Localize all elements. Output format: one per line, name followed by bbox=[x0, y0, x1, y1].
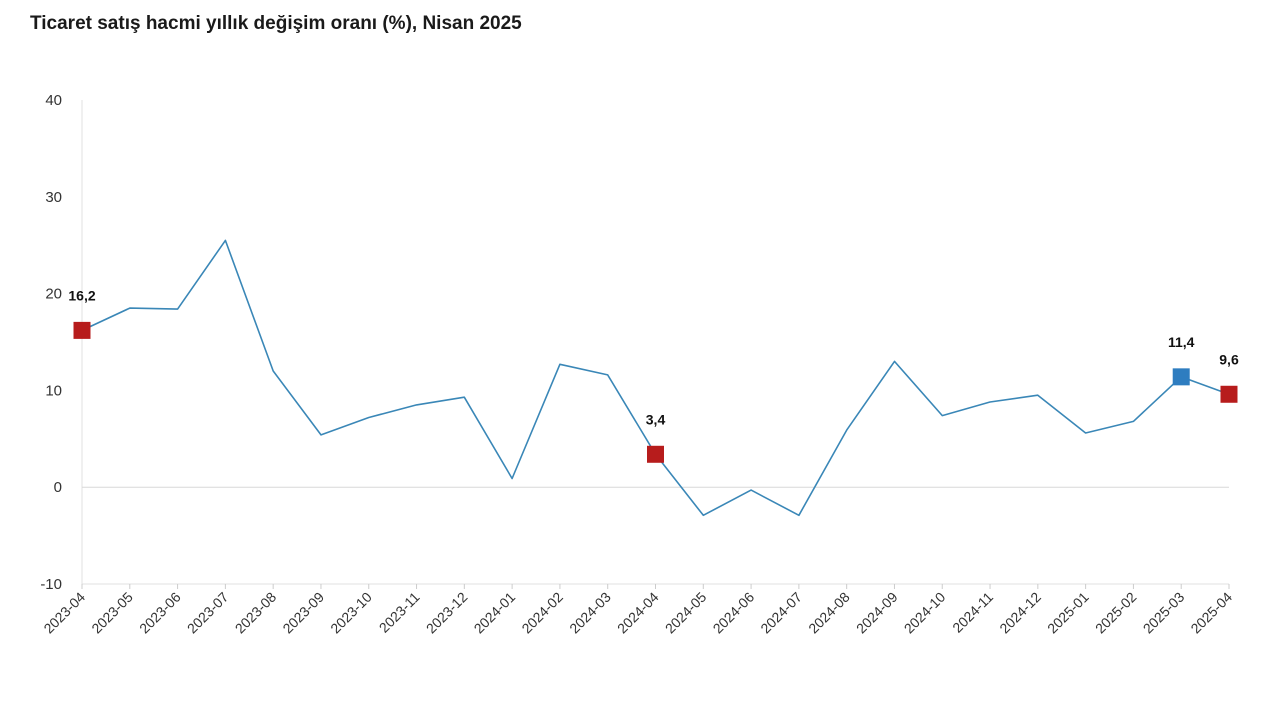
x-tick-label: 2024-03 bbox=[566, 589, 614, 637]
data-point bbox=[701, 513, 705, 517]
x-tick-label: 2023-10 bbox=[327, 589, 375, 637]
highlight-marker bbox=[1172, 368, 1190, 386]
data-label: 16,2 bbox=[68, 287, 95, 303]
data-label: 11,4 bbox=[1168, 334, 1195, 350]
data-point bbox=[319, 433, 323, 437]
x-tick-label: 2025-04 bbox=[1187, 589, 1235, 637]
markers-layer bbox=[73, 321, 1238, 463]
x-tick-label: 2024-05 bbox=[662, 589, 710, 637]
y-tick-label: 30 bbox=[45, 189, 62, 206]
x-tick-label: 2024-08 bbox=[805, 589, 853, 637]
x-tick-label: 2023-06 bbox=[136, 589, 184, 637]
series-line bbox=[81, 239, 1230, 517]
x-tick-label: 2024-11 bbox=[949, 589, 996, 636]
x-tick-label: 2023-05 bbox=[88, 589, 136, 637]
x-tick-label: 2023-04 bbox=[40, 589, 88, 637]
x-tick-label: 2023-12 bbox=[423, 589, 471, 637]
data-point bbox=[367, 416, 371, 420]
data-point bbox=[223, 238, 227, 242]
x-tick-label: 2024-12 bbox=[996, 589, 1044, 637]
y-tick-label: 10 bbox=[45, 382, 62, 399]
y-tick-label: 0 bbox=[54, 479, 62, 496]
y-tick-label: -10 bbox=[40, 576, 62, 593]
highlight-marker bbox=[647, 445, 664, 463]
x-axis: 2023-04 2023-05 2023-06 2023-07 2023-08 2023-… bbox=[40, 584, 1235, 636]
x-tick-label: 2024-06 bbox=[710, 589, 758, 637]
data-point bbox=[1084, 431, 1088, 435]
data-point bbox=[128, 306, 132, 310]
x-tick-label: 2024-10 bbox=[901, 589, 949, 637]
data-point bbox=[510, 476, 514, 480]
x-tick-label: 2024-01 bbox=[471, 589, 519, 637]
data-point bbox=[892, 359, 896, 363]
x-tick-label: 2025-02 bbox=[1092, 589, 1140, 637]
x-tick-label: 2023-09 bbox=[279, 589, 327, 637]
data-point bbox=[797, 513, 801, 517]
data-point bbox=[558, 362, 562, 366]
data-point bbox=[415, 403, 419, 407]
data-point bbox=[606, 373, 610, 377]
data-point bbox=[988, 400, 992, 404]
x-tick-label: 2025-01 bbox=[1044, 589, 1092, 637]
data-point bbox=[940, 414, 944, 418]
data-point bbox=[462, 395, 466, 399]
y-tick-label: 40 bbox=[45, 92, 62, 109]
gridlines bbox=[81, 100, 1229, 585]
x-tick-label: 2023-08 bbox=[232, 589, 280, 637]
data-point bbox=[1036, 393, 1040, 397]
data-label: 9,6 bbox=[1219, 351, 1239, 367]
x-tick-label: 2025-03 bbox=[1140, 589, 1188, 637]
highlight-marker bbox=[73, 321, 91, 339]
data-point bbox=[176, 307, 180, 311]
highlight-marker bbox=[1220, 385, 1238, 403]
chart-title: Ticaret satış hacmi yıllık değişim oranı… bbox=[30, 13, 522, 34]
data-point bbox=[1131, 419, 1135, 423]
x-tick-label: 2023-07 bbox=[184, 589, 232, 637]
y-tick-label: 20 bbox=[45, 286, 62, 303]
data-point bbox=[271, 369, 275, 373]
y-axis: -10 0 10 20 30 40 bbox=[40, 92, 62, 593]
x-tick-label: 2024-04 bbox=[614, 589, 662, 637]
x-tick-label: 2024-09 bbox=[853, 589, 901, 637]
x-tick-label: 2024-07 bbox=[757, 589, 805, 637]
labels-layer: 16,2 3,4 11,4 9,6 bbox=[68, 287, 1239, 427]
data-label: 3,4 bbox=[646, 411, 666, 427]
x-tick-label: 2023-11 bbox=[376, 589, 423, 636]
x-tick-label: 2024-02 bbox=[518, 589, 566, 637]
data-point bbox=[749, 488, 753, 492]
data-point bbox=[845, 428, 849, 432]
series-layer bbox=[81, 238, 1230, 517]
